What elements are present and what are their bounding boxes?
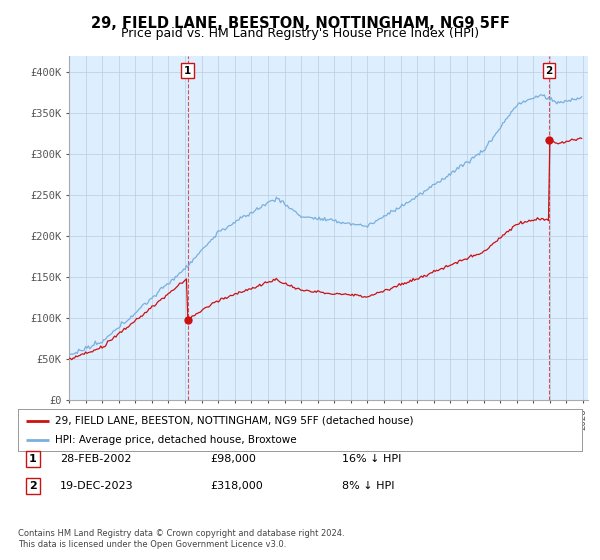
Text: £98,000: £98,000 — [210, 454, 256, 464]
Text: 29, FIELD LANE, BEESTON, NOTTINGHAM, NG9 5FF: 29, FIELD LANE, BEESTON, NOTTINGHAM, NG9… — [91, 16, 509, 31]
Text: HPI: Average price, detached house, Broxtowe: HPI: Average price, detached house, Brox… — [55, 435, 296, 445]
Text: 19-DEC-2023: 19-DEC-2023 — [60, 481, 134, 491]
Text: 1: 1 — [184, 66, 191, 76]
Text: Contains HM Land Registry data © Crown copyright and database right 2024.
This d: Contains HM Land Registry data © Crown c… — [18, 529, 344, 549]
Text: 29, FIELD LANE, BEESTON, NOTTINGHAM, NG9 5FF (detached house): 29, FIELD LANE, BEESTON, NOTTINGHAM, NG9… — [55, 416, 413, 426]
Text: 16% ↓ HPI: 16% ↓ HPI — [342, 454, 401, 464]
Text: 1: 1 — [29, 454, 37, 464]
Text: 8% ↓ HPI: 8% ↓ HPI — [342, 481, 395, 491]
Text: 2: 2 — [545, 66, 553, 76]
Text: Price paid vs. HM Land Registry's House Price Index (HPI): Price paid vs. HM Land Registry's House … — [121, 27, 479, 40]
Text: 28-FEB-2002: 28-FEB-2002 — [60, 454, 131, 464]
Text: £318,000: £318,000 — [210, 481, 263, 491]
Text: 2: 2 — [29, 481, 37, 491]
